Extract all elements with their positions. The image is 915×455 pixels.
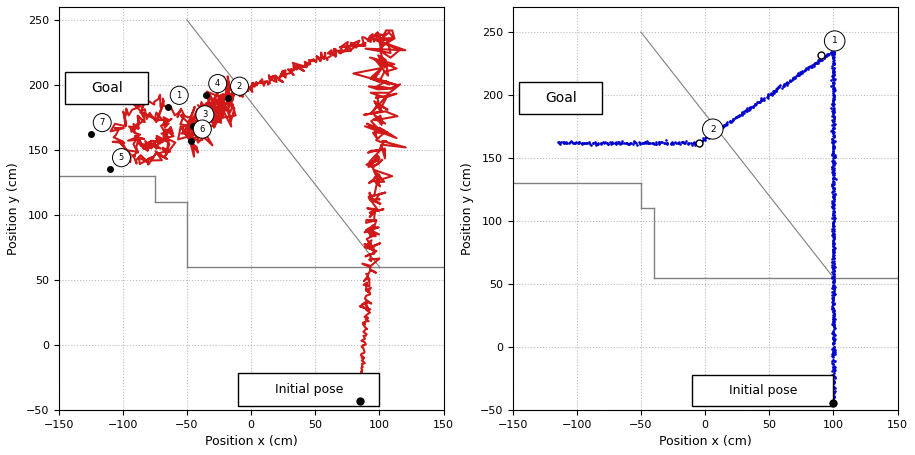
Text: Initial pose: Initial pose [274, 383, 343, 396]
Circle shape [209, 75, 227, 93]
Text: 6: 6 [199, 125, 205, 134]
Y-axis label: Position y (cm): Position y (cm) [461, 162, 474, 255]
FancyBboxPatch shape [65, 72, 148, 104]
Text: 5: 5 [119, 153, 124, 162]
X-axis label: Position x (cm): Position x (cm) [205, 435, 297, 448]
Text: 7: 7 [100, 118, 105, 127]
FancyBboxPatch shape [693, 374, 834, 406]
Circle shape [93, 113, 112, 131]
Text: 4: 4 [215, 79, 221, 88]
Circle shape [231, 77, 249, 95]
Y-axis label: Position y (cm): Position y (cm) [7, 162, 20, 255]
Text: Initial pose: Initial pose [728, 384, 797, 397]
Text: 1: 1 [177, 91, 182, 100]
Circle shape [824, 31, 845, 51]
Text: Goal: Goal [91, 81, 123, 95]
X-axis label: Position x (cm): Position x (cm) [659, 435, 751, 448]
Text: 1: 1 [832, 36, 837, 46]
Circle shape [113, 149, 131, 167]
Circle shape [703, 119, 723, 139]
Circle shape [196, 106, 214, 124]
FancyBboxPatch shape [238, 374, 380, 406]
Text: Goal: Goal [544, 91, 576, 105]
Text: 2: 2 [710, 125, 716, 134]
Text: 3: 3 [202, 110, 208, 119]
FancyBboxPatch shape [519, 82, 602, 114]
Text: 2: 2 [237, 82, 242, 91]
Circle shape [170, 86, 188, 104]
Circle shape [193, 120, 211, 138]
